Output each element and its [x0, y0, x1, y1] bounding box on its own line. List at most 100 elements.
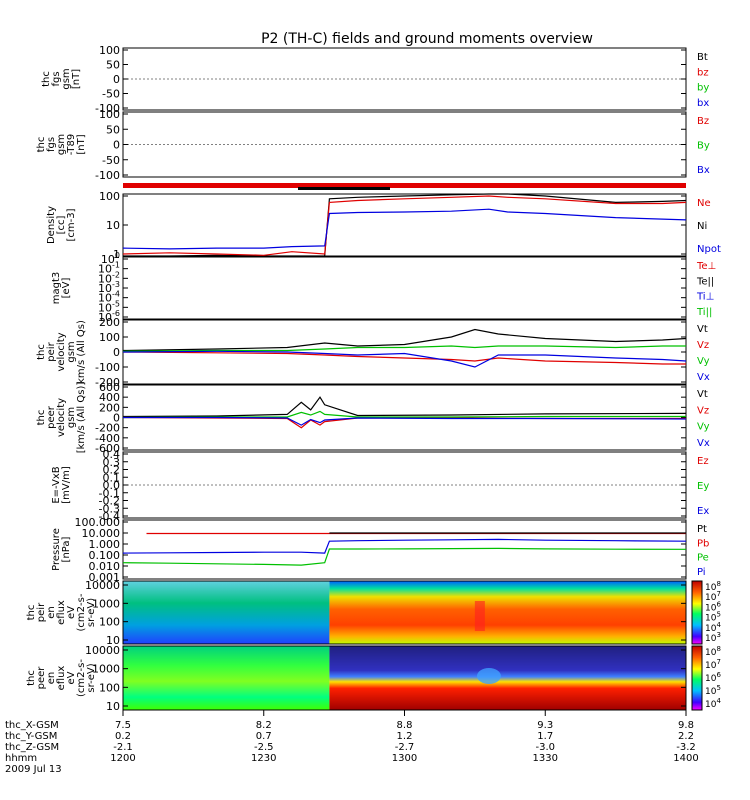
- y-tick-label: -100: [95, 169, 120, 182]
- y-axis-label: (cm2-s-: [76, 659, 87, 697]
- legend-item: Vx: [697, 372, 710, 383]
- y-tick-label: 200: [99, 401, 120, 414]
- legend-item: Vy: [697, 422, 710, 433]
- y-axis-label: Pressure: [51, 528, 62, 571]
- legend-item: Vx: [697, 438, 710, 449]
- colorbar-tick-label: 106: [705, 671, 721, 684]
- footer-value: 8.2: [256, 720, 272, 731]
- y-axis-label: [cm-3]: [66, 208, 77, 241]
- y-axis-label: thc: [36, 137, 47, 153]
- series-Vt: [122, 328, 687, 352]
- y-axis-label: velocity: [56, 332, 67, 371]
- legend-item: Vz: [697, 405, 709, 416]
- electron-spectrogram-feature: [476, 668, 501, 684]
- y-axis-label: E=-VxB: [51, 466, 62, 503]
- y-tick-label: 10: [106, 219, 120, 232]
- y-tick-label: 100: [99, 616, 120, 629]
- y-tick-label: 1000: [92, 597, 120, 610]
- panel-frame: [122, 193, 687, 257]
- footer-value: 8.8: [397, 720, 413, 731]
- y-tick-label: -200: [95, 376, 120, 389]
- ion-spectrogram-feature: [474, 601, 485, 631]
- y-axis-label: eflux: [56, 600, 67, 625]
- legend-item: Bx: [697, 165, 710, 176]
- y-tick-label: 400: [99, 391, 120, 404]
- y-tick-label: 0.2: [103, 464, 121, 477]
- legend-item: Vz: [697, 340, 709, 351]
- footer-row-label: thc_Y-GSM: [5, 731, 57, 742]
- legend-item: Vt: [697, 324, 708, 335]
- y-axis-label: (cm2-s-: [76, 593, 87, 631]
- series-Vz: [122, 351, 686, 365]
- y-axis-label: eV: [66, 606, 77, 619]
- y-axis-label: [nPa]: [61, 536, 72, 562]
- legend-item: Ni: [697, 221, 707, 232]
- footer-value: 1230: [251, 753, 276, 764]
- footer-value: 7.5: [115, 720, 131, 731]
- footer-value: 1400: [673, 753, 698, 764]
- colorbar-tick-label: 108: [705, 645, 721, 658]
- esa-mode-bar: [298, 187, 390, 190]
- y-tick-label: -50: [102, 88, 120, 101]
- series-Ni: [123, 193, 687, 257]
- footer-value: -2.1: [113, 742, 133, 753]
- y-axis-label: velocity: [56, 398, 67, 437]
- y-tick-label: 10: [106, 634, 120, 647]
- footer-value: 1300: [392, 753, 417, 764]
- footer-value: -3.0: [535, 742, 555, 753]
- y-tick-label: 100.000: [75, 516, 121, 529]
- sst-quality-bar: [123, 183, 686, 188]
- y-axis-label: gsm: [56, 134, 67, 155]
- panel-frame: [122, 580, 687, 645]
- legend-item: by: [697, 83, 709, 94]
- series-Vy: [122, 345, 686, 352]
- y-tick-label: 0.3: [103, 456, 121, 469]
- y-axis-label: -T89: [66, 134, 77, 156]
- y-tick-label: 10.000: [82, 527, 121, 540]
- y-tick-label: -400: [95, 432, 120, 445]
- footer-value: 1.7: [537, 731, 553, 742]
- y-tick-label: -100: [95, 102, 120, 115]
- y-tick-label: -600: [95, 442, 120, 455]
- legend-item: Ez: [697, 456, 709, 467]
- footer-row-label: thc_X-GSM: [5, 720, 59, 731]
- electron-spectrogram-post: [329, 646, 686, 710]
- colorbar-tick-label: 107: [705, 658, 721, 671]
- y-tick-label: -50: [102, 154, 120, 167]
- ion-spectrogram-pre: [123, 581, 330, 644]
- footer-row-label: thc_Z-GSM: [5, 742, 59, 753]
- y-axis-label: sr-eV): [86, 598, 97, 627]
- y-tick-label: 10000: [85, 644, 120, 657]
- colorbar-tick-label: 104: [705, 697, 721, 710]
- legend-item: Ti⊥: [696, 292, 714, 303]
- y-tick-label: 100: [99, 108, 120, 121]
- y-axis-label: thc: [26, 670, 37, 686]
- y-tick-label: 10: [106, 700, 120, 713]
- legend-item: Vy: [697, 356, 710, 367]
- y-tick-label: 0: [113, 73, 120, 86]
- y-axis-label: en: [46, 672, 57, 685]
- panel-frame: [122, 519, 687, 580]
- y-tick-label: 200: [99, 316, 120, 329]
- y-axis-label: gsm: [66, 407, 77, 428]
- footer-value: 1330: [533, 753, 558, 764]
- y-tick-label: 1000: [92, 663, 120, 676]
- chart-title: P2 (TH-C) fields and ground moments over…: [261, 31, 593, 47]
- y-tick-label: 50: [106, 123, 120, 136]
- y-axis-label: gsm: [66, 341, 77, 362]
- y-tick-label: -0.1: [99, 487, 120, 500]
- y-axis-label: [km/s (All Qs)]: [76, 382, 87, 454]
- legend-item: Bt: [697, 52, 708, 63]
- y-axis-label: peir: [36, 602, 47, 622]
- y-axis-label: thc: [36, 410, 47, 426]
- y-axis-label: thc: [41, 71, 52, 87]
- y-axis-label: sr-eV): [86, 663, 97, 692]
- series-Vx: [123, 416, 687, 426]
- y-tick-label: 0.001: [89, 571, 121, 584]
- y-axis-label: fgs: [46, 137, 57, 152]
